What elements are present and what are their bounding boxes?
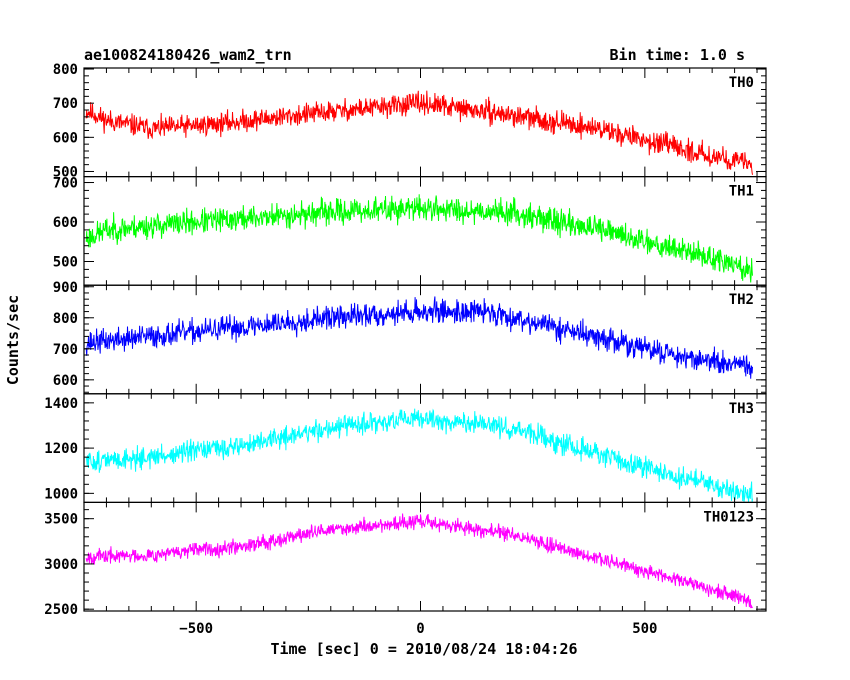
panel-th3: 1000 1200 1400 TH3 <box>44 393 767 503</box>
panels-group: 500 600 700 800 TH0 500 600 700 TH1 600 700 800 900 T… <box>44 62 767 637</box>
y-tick-label: 1200 <box>44 441 78 457</box>
panel-label-th0: TH0 <box>729 75 754 91</box>
x-axis-label: Time [sec] 0 = 2010/08/24 18:04:26 <box>270 640 577 658</box>
y-tick-label: 700 <box>53 176 78 192</box>
y-tick-label: 1400 <box>44 396 78 412</box>
chart-title: ae100824180426_wam2_trn <box>84 46 292 64</box>
panel-th0123: 2500 3000 3500 TH0123 <box>44 501 767 618</box>
series-line-th2 <box>85 296 753 379</box>
y-tick-label: 600 <box>53 373 78 389</box>
panel-th0: 500 600 700 800 TH0 <box>53 62 767 180</box>
series-line-th0123 <box>85 513 753 609</box>
y-tick-label: 600 <box>53 215 78 231</box>
bin-time-label: Bin time: 1.0 s <box>610 46 745 64</box>
y-tick-label: 2500 <box>44 602 78 618</box>
y-tick-label: 700 <box>53 342 78 358</box>
y-tick-label: 800 <box>53 311 78 327</box>
panel-label-th0123: TH0123 <box>703 509 754 525</box>
y-tick-label: 500 <box>53 164 78 180</box>
y-tick-label: 3500 <box>44 512 78 528</box>
panel-frame <box>83 284 767 395</box>
panel-th1: 500 600 700 TH1 <box>53 176 767 286</box>
y-tick-label: 500 <box>53 255 78 271</box>
x-tick-label: 0 <box>416 621 424 637</box>
y-tick-label: 700 <box>53 96 78 112</box>
y-axis-label: Counts/sec <box>4 295 22 385</box>
y-tick-label: 600 <box>53 130 78 146</box>
panel-label-th2: TH2 <box>729 292 754 308</box>
y-tick-label: 800 <box>53 62 78 78</box>
panel-frame <box>83 501 767 612</box>
x-tick-label: −500 <box>179 621 213 637</box>
panel-th2: 600 700 800 900 TH2 <box>53 280 767 395</box>
panel-label-th3: TH3 <box>729 401 754 417</box>
series-line-th3 <box>85 408 753 502</box>
series-line-th1 <box>85 194 753 283</box>
y-tick-label: 3000 <box>44 557 78 573</box>
x-tick-label: 500 <box>632 621 657 637</box>
panel-label-th1: TH1 <box>729 184 754 200</box>
series-line-th0 <box>85 90 753 175</box>
y-tick-label: 1000 <box>44 486 78 502</box>
y-tick-label: 900 <box>53 280 78 296</box>
